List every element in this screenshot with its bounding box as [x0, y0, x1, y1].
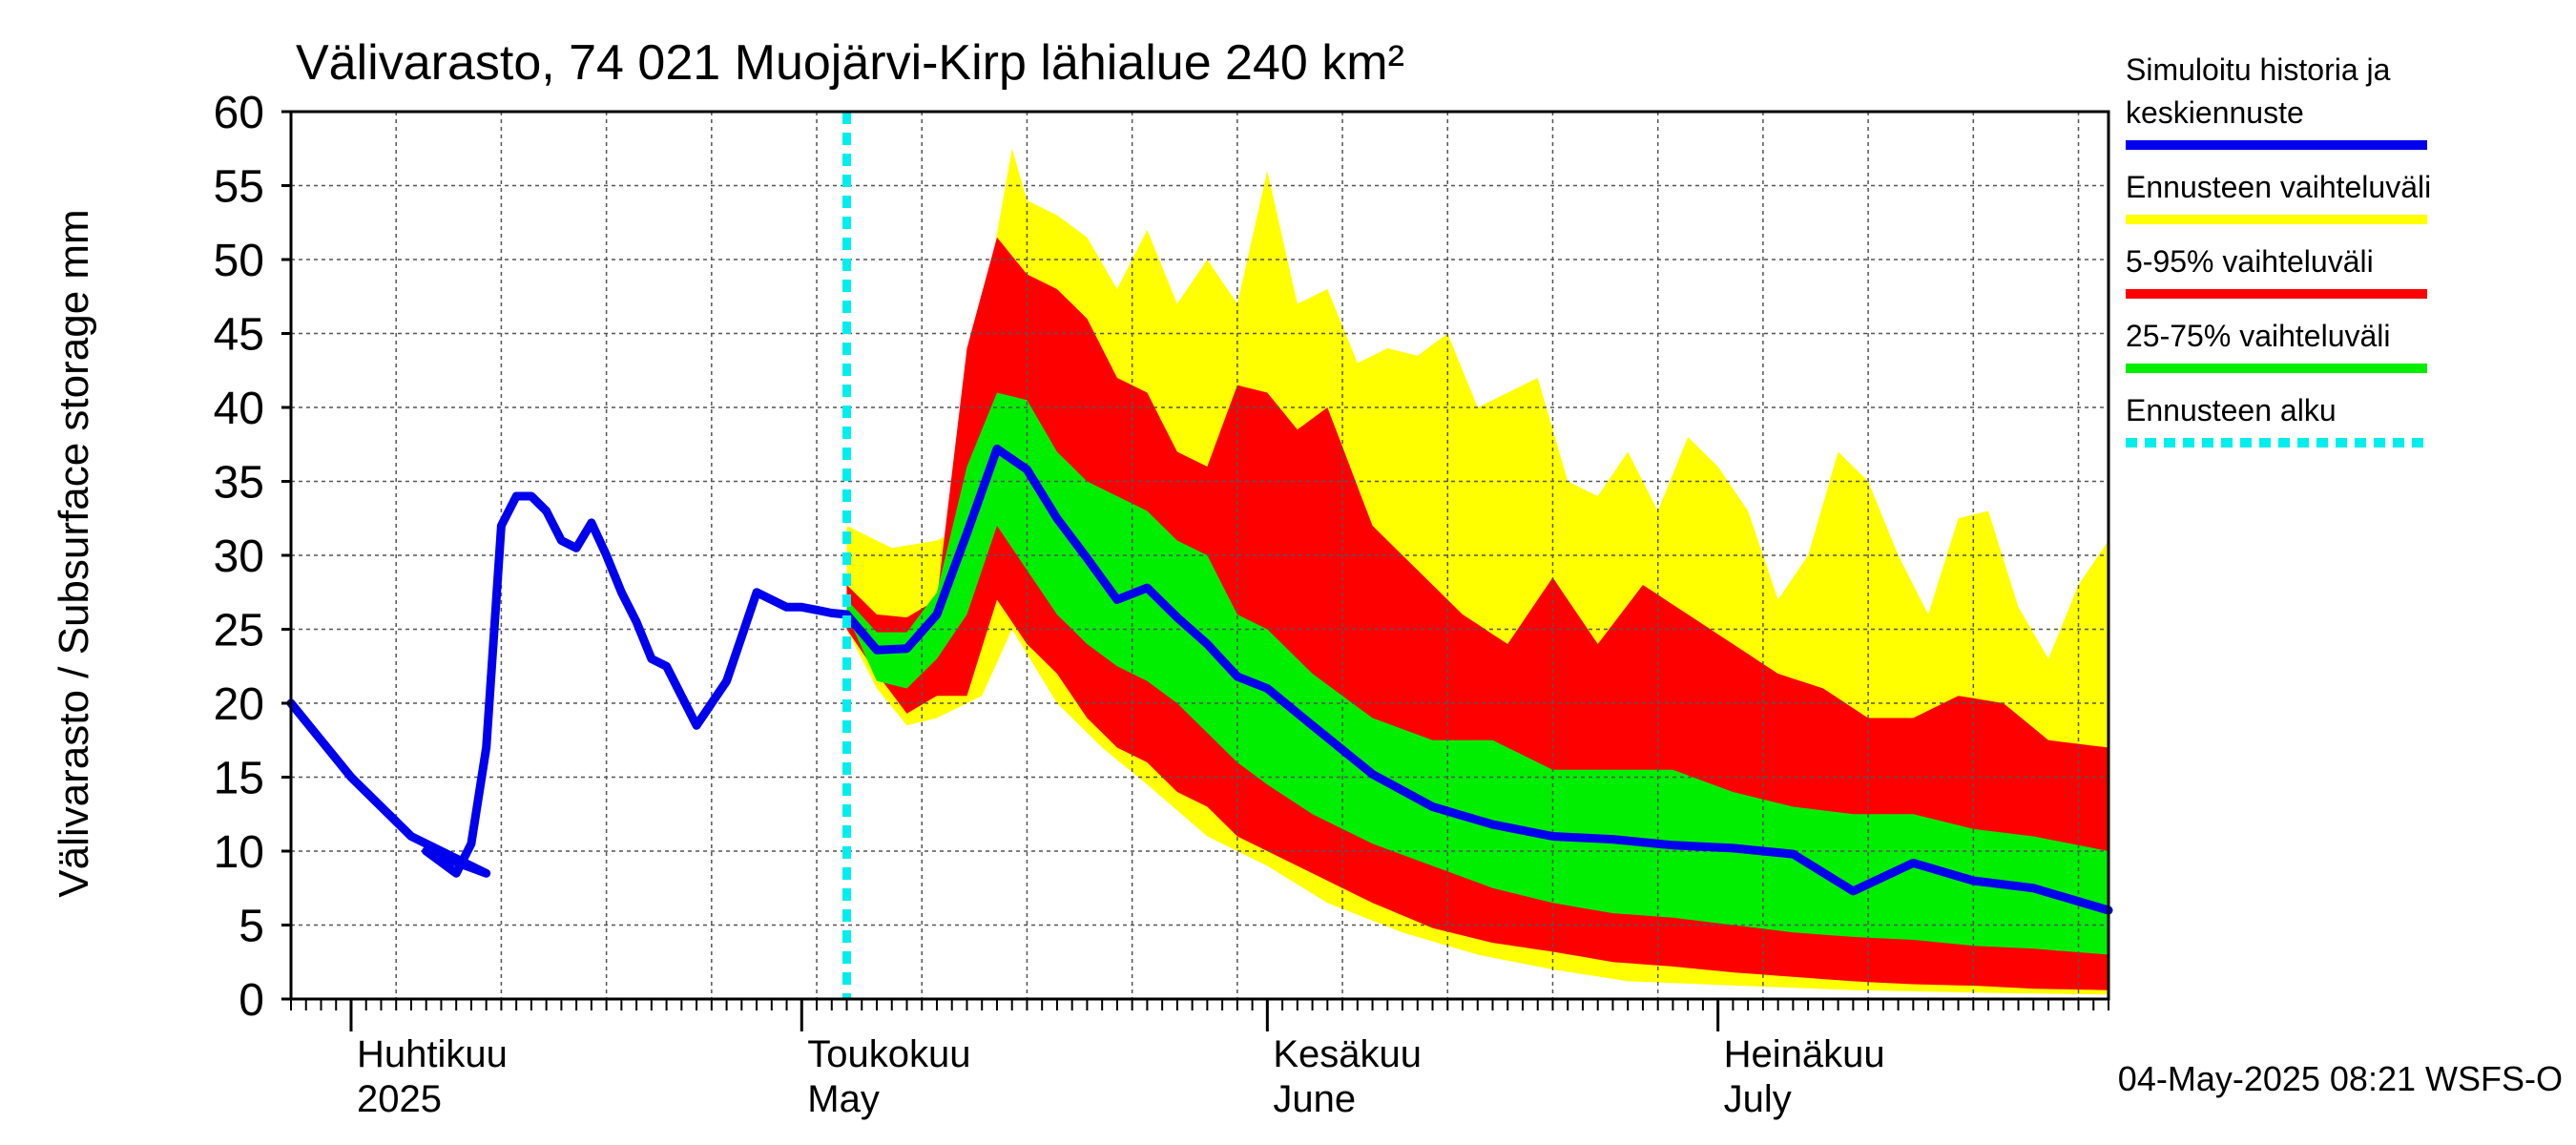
- band-5-95: [846, 237, 2109, 990]
- legend-label: keskiennuste: [2126, 95, 2304, 130]
- legend-label: 5-95% vaihteluväli: [2126, 244, 2374, 279]
- footer-timestamp: 04-May-2025 08:21 WSFS-O: [2118, 1059, 2563, 1098]
- x-month-label-secondary: 2025: [357, 1078, 442, 1120]
- median-forecast-line: [842, 444, 2113, 915]
- y-tick-label: 20: [214, 679, 264, 730]
- y-tick-label: 60: [214, 88, 264, 138]
- y-tick-label: 35: [214, 458, 264, 509]
- x-month-label: Kesäkuu: [1273, 1033, 1422, 1075]
- legend: Simuloitu historia ja keskiennuste Ennuste…: [2126, 52, 2431, 448]
- x-month-label-secondary: May: [807, 1078, 880, 1120]
- axes-layer: 051015202530354045505560Huhtikuu2025Touk…: [214, 88, 2110, 1120]
- x-month-label: Huhtikuu: [357, 1033, 508, 1075]
- y-tick-label: 55: [214, 162, 264, 213]
- legend-label: 25-75% vaihteluväli: [2126, 319, 2391, 353]
- x-month-label-secondary: July: [1724, 1078, 1792, 1120]
- y-axis-label: Välivarasto / Subsurface storage mm: [51, 209, 97, 897]
- chart-title: Välivarasto, 74 021 Muojärvi-Kirp lähial…: [296, 35, 1404, 91]
- y-tick-label: 40: [214, 384, 264, 434]
- x-month-label-secondary: June: [1273, 1078, 1356, 1120]
- y-tick-label: 50: [214, 236, 264, 286]
- y-tick-label: 45: [214, 310, 264, 361]
- legend-label: Ennusteen vaihteluväli: [2126, 170, 2431, 204]
- y-tick-label: 10: [214, 827, 264, 878]
- y-tick-label: 15: [214, 754, 264, 804]
- line-layer: [286, 112, 2113, 999]
- x-month-label: Heinäkuu: [1724, 1033, 1885, 1075]
- band-25-75: [846, 392, 2109, 955]
- legend-label: Simuloitu historia ja: [2126, 52, 2391, 87]
- y-tick-label: 0: [239, 975, 264, 1026]
- x-month-label: Toukokuu: [807, 1033, 970, 1075]
- y-tick-label: 30: [214, 531, 264, 582]
- y-tick-label: 5: [239, 902, 264, 952]
- y-tick-label: 25: [214, 606, 264, 656]
- legend-label: Ennusteen alku: [2126, 393, 2337, 427]
- history-line: [286, 491, 851, 878]
- band-layer: [846, 148, 2109, 995]
